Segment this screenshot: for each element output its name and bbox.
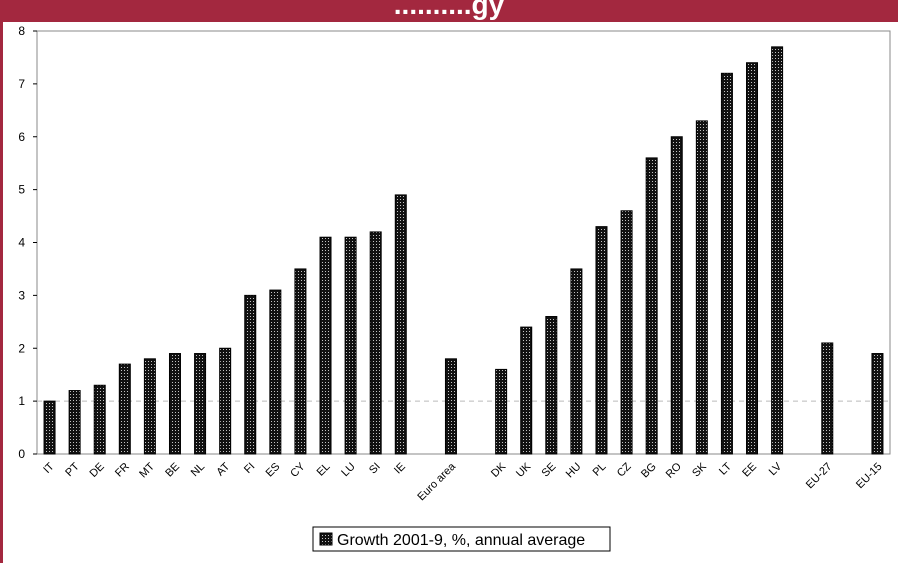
x-tick-label: SE	[540, 461, 559, 480]
y-tick-label: 7	[18, 77, 25, 91]
x-tick-label: IT	[41, 460, 57, 476]
x-tick-label: MT	[137, 460, 157, 480]
x-tick-label: AT	[214, 460, 232, 478]
x-tick-label: PT	[63, 460, 82, 479]
y-tick-label: 8	[18, 24, 25, 38]
bar	[394, 194, 407, 455]
legend: Growth 2001-9, %, annual average	[312, 526, 611, 552]
bar	[771, 46, 784, 455]
x-tick-label: SK	[690, 460, 709, 479]
x-tick-label: HU	[564, 461, 584, 481]
x-tick-label: RO	[664, 460, 684, 480]
plot-area	[36, 30, 891, 455]
bar	[495, 368, 508, 455]
y-tick-label: 6	[18, 130, 25, 144]
x-tick-label: CY	[288, 460, 308, 480]
x-tick-label: FI	[242, 461, 257, 476]
x-axis: IT PT DE FR MT BE NL AT FI ES CY EL LU SI IE Euro area D…	[41, 460, 884, 503]
bar	[168, 353, 181, 455]
bar	[269, 289, 282, 455]
bar	[595, 226, 608, 455]
bar	[244, 294, 257, 455]
bar	[194, 353, 207, 455]
bar	[695, 120, 708, 455]
x-tick-label: IE	[392, 461, 408, 477]
bar	[444, 358, 457, 455]
left-accent-rule	[0, 22, 3, 563]
x-tick-label: BE	[163, 461, 182, 480]
y-tick-label: 4	[18, 236, 25, 250]
bar	[294, 268, 307, 455]
x-tick-label: LU	[339, 461, 357, 479]
x-tick-label: EU-27	[804, 461, 835, 492]
y-tick-label: 3	[18, 288, 25, 302]
x-tick-label: SI	[367, 461, 383, 477]
x-tick-label: CZ	[615, 460, 634, 479]
x-tick-label: EU-15	[854, 461, 885, 492]
x-tick-label: EE	[740, 461, 759, 480]
bar	[720, 72, 733, 455]
bar	[545, 316, 558, 455]
x-tick-label: DK	[489, 460, 509, 480]
bar	[871, 353, 884, 455]
chart-title: ..........gy	[393, 0, 505, 20]
bar	[645, 157, 658, 455]
x-tick-label: Euro area	[415, 460, 458, 503]
bar	[118, 363, 131, 455]
x-tick-label: LV	[767, 460, 785, 478]
x-tick-label: UK	[514, 460, 534, 480]
x-tick-label: NL	[189, 461, 207, 479]
y-axis: 0 1 2 3 4 5 6 7 8	[18, 24, 37, 461]
bar	[570, 268, 583, 455]
bar	[520, 326, 533, 455]
bars-group	[43, 46, 884, 455]
bar	[821, 342, 834, 455]
x-tick-label: ES	[264, 461, 283, 480]
y-tick-label: 5	[18, 183, 25, 197]
bar	[93, 384, 106, 455]
bar	[746, 62, 759, 455]
bar	[319, 236, 332, 455]
bar	[219, 347, 232, 455]
header-band: ..........gy	[0, 0, 898, 22]
y-tick-label: 0	[18, 447, 25, 461]
bar	[369, 231, 382, 455]
y-tick-label: 1	[18, 394, 25, 408]
x-tick-label: BG	[639, 461, 659, 481]
x-tick-label: FR	[113, 461, 132, 480]
bar	[344, 236, 357, 455]
x-tick-label: EL	[315, 461, 333, 479]
bar	[620, 210, 633, 455]
legend-box	[312, 526, 611, 552]
x-tick-label: LT	[717, 460, 734, 477]
plot-frame	[36, 30, 891, 455]
bar	[143, 358, 156, 455]
x-tick-label: PL	[591, 461, 609, 479]
legend-swatch	[319, 532, 333, 546]
legend-label: Growth 2001-9, %, annual average	[337, 532, 585, 549]
bar	[670, 136, 683, 455]
y-tick-label: 2	[18, 341, 25, 355]
bar	[43, 400, 56, 455]
x-tick-label: DE	[88, 461, 107, 480]
bar	[68, 390, 81, 455]
